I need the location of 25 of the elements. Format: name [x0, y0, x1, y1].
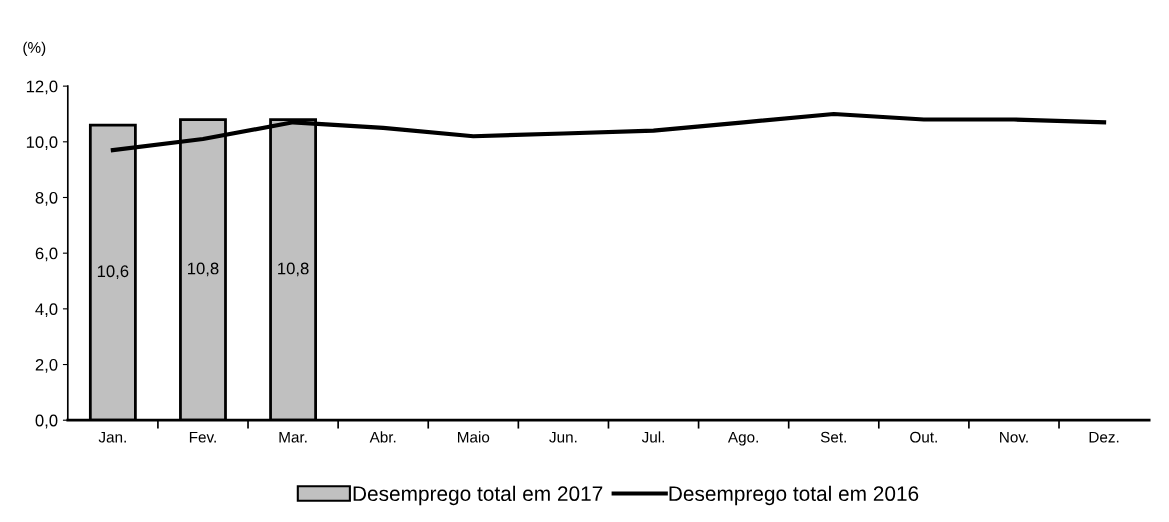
y-tick-label: 6,0: [35, 247, 58, 262]
data-label: 10,6: [97, 265, 129, 280]
x-tick-label: Abr.: [369, 431, 396, 443]
y-tick-label: 12,0: [26, 80, 58, 95]
x-tick-label: Ago.: [727, 431, 758, 446]
x-tick-label: Maio: [458, 431, 490, 443]
x-tick-label: Nov.: [1000, 431, 1028, 443]
x-tick-label: Jun.: [549, 431, 577, 443]
x-tick-label: Fev.: [189, 431, 216, 443]
y-tick-label: 0,0: [35, 414, 58, 429]
x-tick-label: Out.: [910, 431, 937, 443]
x-tick-label: Dez.: [1089, 431, 1119, 443]
x-tick-label: Mar.: [279, 431, 307, 443]
x-tick-label: Jan.: [98, 431, 126, 443]
y-tick-label: 2,0: [35, 358, 58, 373]
y-tick-label: 8,0: [35, 191, 58, 206]
legend-label: Desemprego total em 2017: [353, 485, 603, 506]
y-tick-label: 4,0: [35, 303, 58, 318]
x-tick-label: Jul.: [641, 431, 665, 443]
legend-label: Desemprego total em 2016: [669, 485, 919, 506]
x-tick-label: Set.: [820, 431, 846, 443]
y-axis-title: (%): [23, 41, 46, 56]
data-label: 10,8: [188, 262, 219, 277]
y-tick-label: 10,0: [26, 136, 58, 150]
data-label: 10,8: [278, 262, 309, 277]
